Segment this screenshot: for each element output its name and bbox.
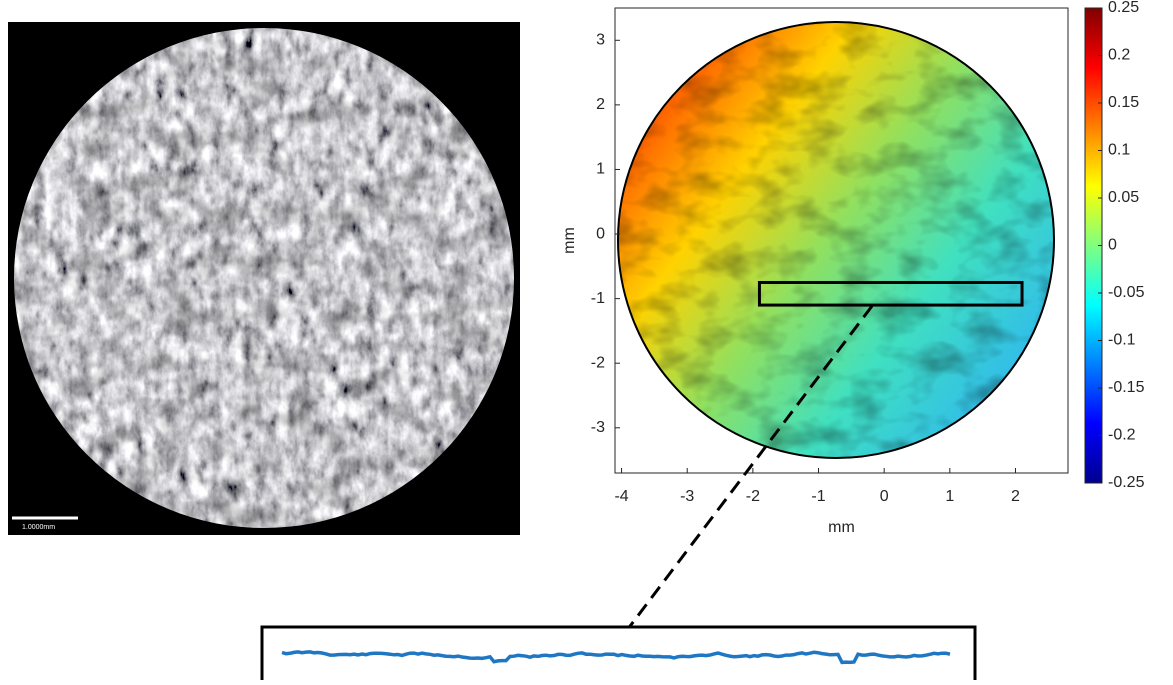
colorbar-tick-label: 0.05 [1108,189,1139,206]
photo [14,28,514,528]
y-tick-label: 3 [596,32,605,49]
y-tick-label: 1 [596,161,605,178]
colorbar-tick-label: 0 [1108,237,1117,254]
colorbar-tick-label: 0.1 [1108,142,1130,159]
figure: 1.0000mm mm mm -4 -3 -2 -1 0 1 2 -3 -2 -1 0 1 2 3 0.25… [0,0,1173,680]
y-tick-label: 0 [596,225,605,242]
x-tick-label: 1 [945,488,954,505]
y-tick-label: -2 [591,354,605,371]
scale-bar-label: 1.0000mm [22,524,55,531]
colorbar-tick-label: -0.25 [1108,474,1145,491]
colorbar-tick-label: 0.25 [1108,0,1139,16]
colorbar-tick-label: -0.2 [1108,427,1136,444]
x-axis-label: mm [828,519,855,536]
x-tick-label: 2 [1011,488,1020,505]
y-axis-label: mm [561,227,578,254]
colorbar-tick-label: 0.15 [1108,94,1139,111]
x-tick-label: 0 [880,488,889,505]
y-tick-label: -3 [591,419,605,436]
colorbar-tick-label: 0.2 [1108,47,1130,64]
x-tick-label: -4 [614,488,628,505]
x-tick-label: -2 [746,488,760,505]
y-tick-label: 2 [596,96,605,113]
colorbar-tick-label: -0.05 [1108,284,1145,301]
x-tick-label: -3 [680,488,694,505]
y-tick-label: -1 [591,290,605,307]
colorbar-tick-label: -0.1 [1108,332,1136,349]
x-tick-label: -1 [811,488,825,505]
colorbar-tick-label: -0.15 [1108,379,1145,396]
